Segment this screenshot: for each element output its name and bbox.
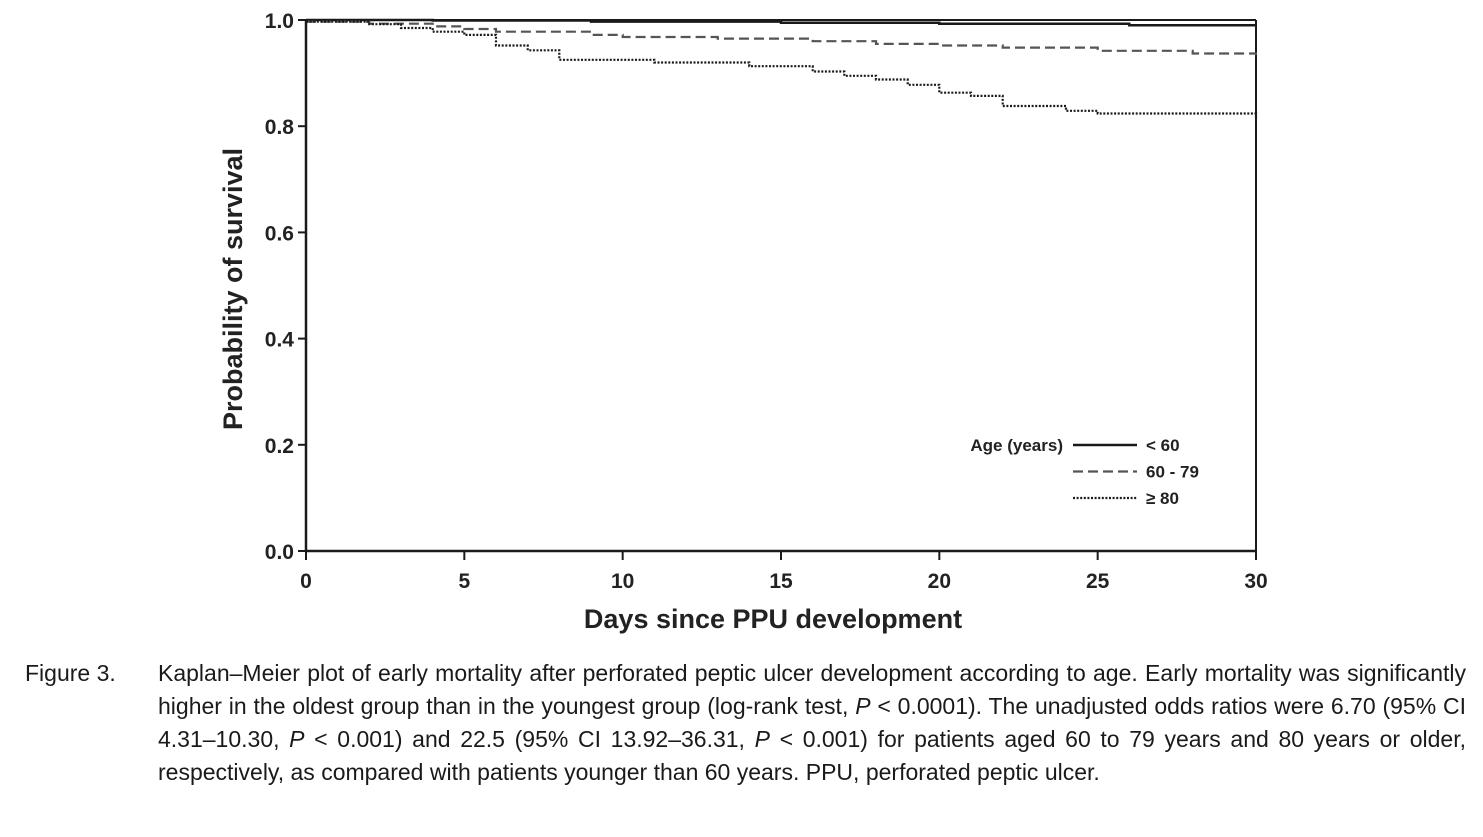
y-tick-label: 0.8 <box>265 116 295 139</box>
x-tick-label: 0 <box>300 570 312 593</box>
caption-italic-p: P <box>289 726 305 752</box>
caption-text-run: < 0.0001). The unadjusted odds ratios we… <box>158 693 1466 752</box>
legend-label-3: ≥ 80 <box>1146 489 1179 508</box>
km-chart: 0 5 10 15 20 25 30 0.0 0.2 0.4 0.6 0.8 1.0 Age (year… <box>218 10 1268 634</box>
legend-label-1: < 60 <box>1146 436 1180 455</box>
caption-label: Figure 3. <box>25 660 116 686</box>
y-tick-label: 0.2 <box>265 435 294 458</box>
caption-text-run: Kaplan–Meier plot of early mortality aft… <box>158 660 1466 719</box>
y-tick-label: 0.4 <box>265 329 295 352</box>
x-tick-label: 30 <box>1244 570 1267 593</box>
series-line-3 <box>306 20 1258 119</box>
caption-italic-p: P <box>754 726 770 752</box>
series-line-2 <box>306 20 1258 55</box>
legend-label-2: 60 - 79 <box>1146 463 1199 482</box>
caption-text-run: < 0.001) for patients aged 60 to 79 year… <box>158 726 1466 785</box>
x-tick-label: 25 <box>1086 570 1110 593</box>
x-tick-label: 20 <box>928 570 951 593</box>
legend-title: Age (years) <box>970 436 1063 455</box>
y-tick-label: 0.6 <box>265 222 294 245</box>
y-axis-title: Probability of survival <box>218 148 248 430</box>
x-tick-label: 15 <box>769 570 793 593</box>
y-tick-label: 1.0 <box>265 10 294 33</box>
x-tick-label: 5 <box>458 570 470 593</box>
x-tick-label: 10 <box>611 570 634 593</box>
caption-text-run: < 0.001) and 22.5 (95% CI 13.92–36.31, <box>304 726 755 752</box>
caption-text: Kaplan–Meier plot of early mortality aft… <box>158 657 1466 789</box>
x-axis-title: Days since PPU development <box>584 604 962 634</box>
y-tick-label: 0.0 <box>265 541 294 564</box>
series-line-1 <box>306 18 1256 27</box>
caption-italic-p: P <box>855 693 871 719</box>
